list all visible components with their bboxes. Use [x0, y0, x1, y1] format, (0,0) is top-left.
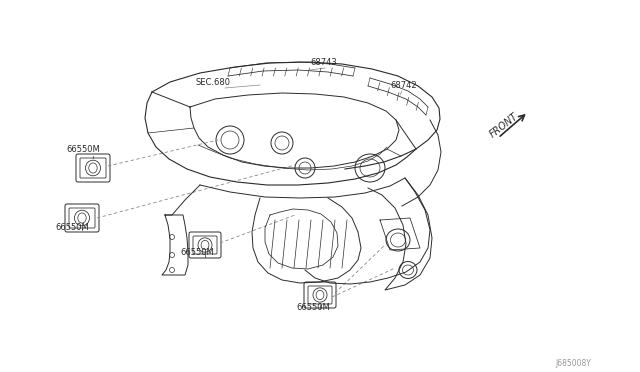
Text: 66550M: 66550M [180, 248, 214, 257]
Text: FRONT: FRONT [488, 112, 520, 140]
Text: 66550M: 66550M [66, 145, 100, 154]
Text: 68742: 68742 [390, 81, 417, 90]
Text: SEC.680: SEC.680 [195, 78, 230, 87]
Text: J685008Y: J685008Y [555, 359, 591, 368]
Text: 66550M: 66550M [55, 223, 89, 232]
Text: 68743: 68743 [310, 58, 337, 67]
Text: 66550M: 66550M [296, 303, 330, 312]
